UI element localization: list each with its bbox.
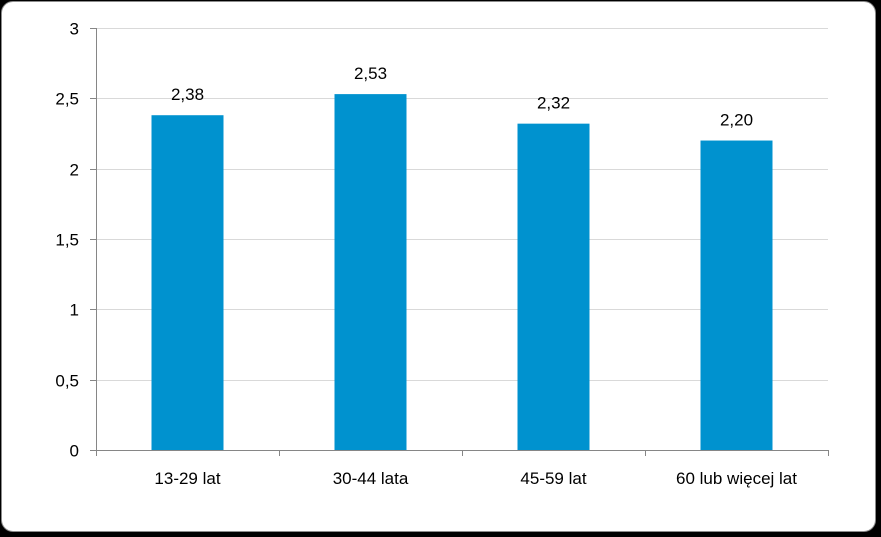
x-tick-label: 45-59 lat	[520, 469, 586, 488]
x-tick-label: 30-44 lata	[333, 469, 409, 488]
bar	[517, 123, 590, 451]
data-label: 2,38	[171, 85, 204, 104]
x-tick-label: 60 lub więcej lat	[676, 469, 797, 488]
y-tick-label: 3	[70, 20, 79, 39]
y-tick-label: 0	[70, 442, 79, 461]
bar	[334, 94, 407, 450]
y-tick-label: 2	[70, 161, 79, 180]
axes	[90, 28, 829, 456]
y-tick-label: 0,5	[55, 372, 79, 391]
data-label: 2,20	[720, 111, 753, 130]
x-tick-label: 13-29 lat	[154, 469, 220, 488]
bar	[700, 140, 773, 451]
bar	[151, 115, 224, 451]
bars	[151, 94, 773, 451]
y-tick-label: 1,5	[55, 231, 79, 250]
y-tick-label: 2,5	[55, 90, 79, 109]
y-tick-label: 1	[70, 301, 79, 320]
data-label: 2,32	[537, 94, 570, 113]
data-label: 2,53	[354, 64, 387, 83]
